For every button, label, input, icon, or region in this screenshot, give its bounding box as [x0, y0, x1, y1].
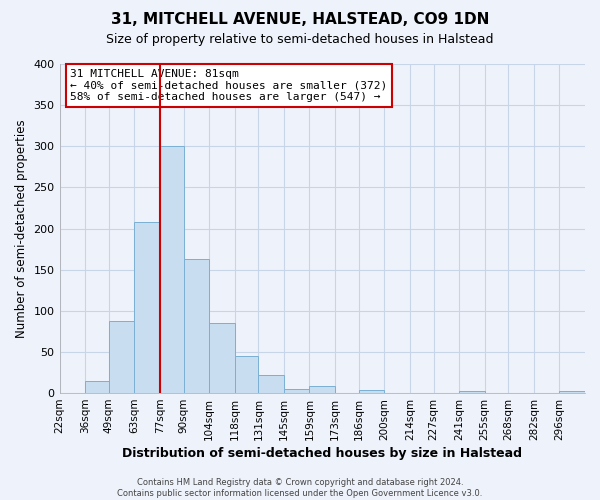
Text: 31, MITCHELL AVENUE, HALSTEAD, CO9 1DN: 31, MITCHELL AVENUE, HALSTEAD, CO9 1DN: [111, 12, 489, 28]
Bar: [559, 390, 585, 393]
Bar: [459, 392, 485, 393]
X-axis label: Distribution of semi-detached houses by size in Halstead: Distribution of semi-detached houses by …: [122, 447, 522, 460]
Bar: [109, 322, 134, 393]
Bar: [184, 259, 209, 393]
Bar: [85, 380, 109, 393]
Bar: [259, 375, 284, 393]
Text: Contains HM Land Registry data © Crown copyright and database right 2024.
Contai: Contains HM Land Registry data © Crown c…: [118, 478, 482, 498]
Text: Size of property relative to semi-detached houses in Halstead: Size of property relative to semi-detach…: [106, 32, 494, 46]
Bar: [134, 222, 160, 393]
Bar: [359, 390, 385, 393]
Bar: [235, 356, 259, 393]
Bar: [160, 146, 184, 393]
Y-axis label: Number of semi-detached properties: Number of semi-detached properties: [15, 119, 28, 338]
Text: 31 MITCHELL AVENUE: 81sqm
← 40% of semi-detached houses are smaller (372)
58% of: 31 MITCHELL AVENUE: 81sqm ← 40% of semi-…: [70, 69, 388, 102]
Bar: [209, 323, 235, 393]
Bar: [284, 389, 310, 393]
Bar: [310, 386, 335, 393]
